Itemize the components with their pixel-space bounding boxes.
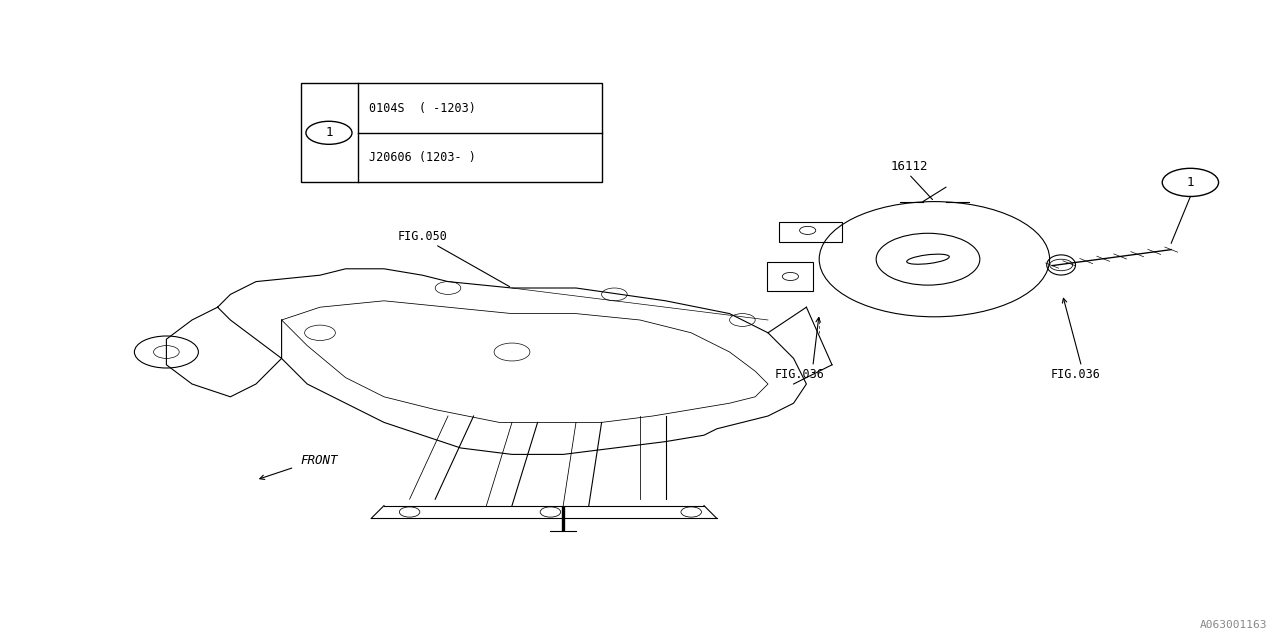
Text: 0104S  ( -1203): 0104S ( -1203): [369, 102, 475, 115]
Bar: [780, 222, 842, 242]
Bar: [767, 262, 814, 291]
Text: 1: 1: [325, 126, 333, 140]
Text: FIG.036: FIG.036: [1051, 368, 1100, 381]
Text: FIG.050: FIG.050: [398, 230, 447, 243]
Text: 16112: 16112: [890, 160, 928, 173]
Text: FIG.036: FIG.036: [776, 368, 824, 381]
Bar: [301, 83, 602, 182]
Text: FRONT: FRONT: [301, 454, 338, 467]
Text: J20606 (1203- ): J20606 (1203- ): [369, 151, 475, 164]
Text: A063001163: A063001163: [1199, 620, 1267, 630]
Text: 1: 1: [1187, 176, 1194, 189]
